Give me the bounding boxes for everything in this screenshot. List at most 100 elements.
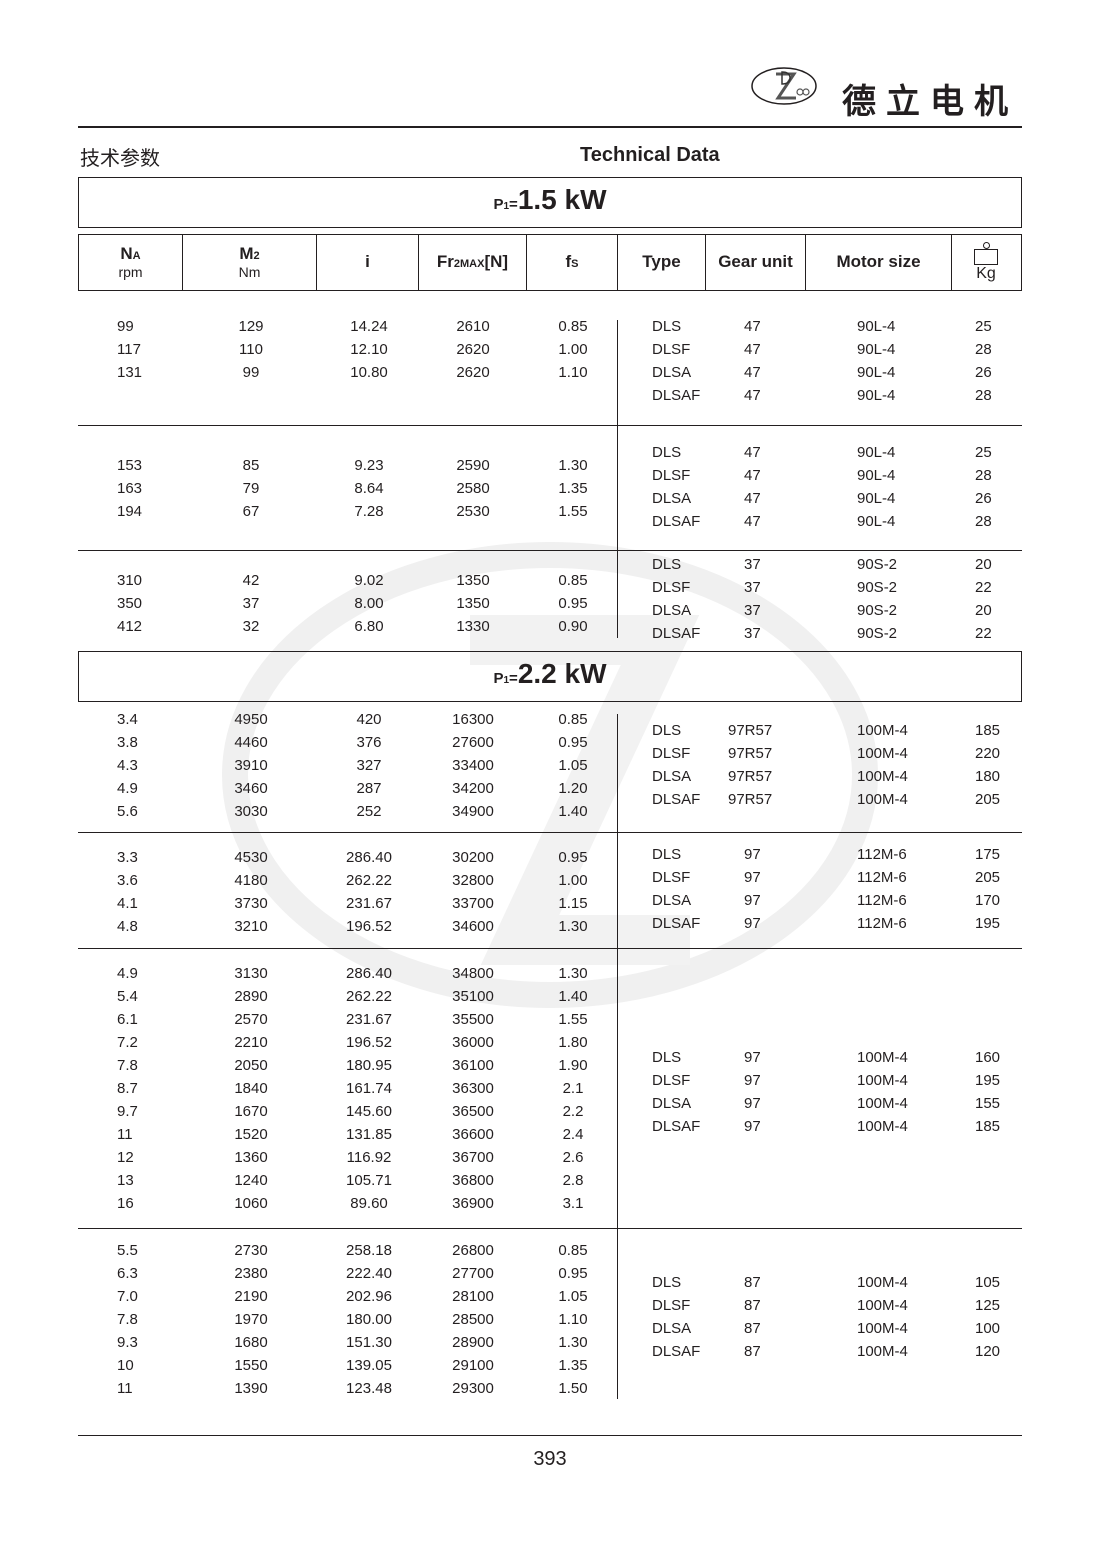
cell-i: 376 — [356, 734, 382, 751]
cell-fs: 1.35 — [558, 1357, 588, 1374]
cell-gear: 37 — [744, 602, 761, 619]
cell-type: DLSF — [652, 467, 691, 484]
cell-fr: 2530 — [456, 503, 490, 520]
cell-gear: 97 — [744, 1095, 761, 1112]
cell-motor: 100M-4 — [857, 1320, 908, 1337]
cell-kg: 20 — [975, 556, 992, 573]
cell-fs: 1.50 — [558, 1380, 588, 1397]
cell-fr: 34800 — [452, 965, 494, 982]
cell-gear: 97 — [744, 892, 761, 909]
cell-kg: 28 — [975, 467, 992, 484]
cell-fr: 36900 — [452, 1195, 494, 1212]
cell-type: DLS — [652, 556, 682, 573]
cell-i: 287 — [356, 780, 382, 797]
cell-gear: 87 — [744, 1343, 761, 1360]
cell-i: 12.10 — [350, 341, 388, 358]
cell-motor: 90L-4 — [857, 318, 896, 335]
cell-type: DLSA — [652, 1320, 692, 1337]
cell-gear: 97 — [744, 1072, 761, 1089]
cell-kg: 185 — [975, 722, 1001, 739]
cell-i: 89.60 — [350, 1195, 388, 1212]
cell-na: 4.1 — [117, 895, 138, 912]
cell-fr: 26800 — [452, 1242, 494, 1259]
cell-fs: 0.85 — [558, 711, 588, 728]
cell-kg: 195 — [975, 1072, 1001, 1089]
cell-i: 8.64 — [354, 480, 384, 497]
cell-fr: 29300 — [452, 1380, 494, 1397]
cell-m2: 2050 — [234, 1057, 268, 1074]
cell-type: DLSA — [652, 892, 692, 909]
cell-fs: 1.30 — [558, 1334, 588, 1351]
cell-m2: 2570 — [234, 1011, 268, 1028]
cell-motor: 90L-4 — [857, 387, 896, 404]
cell-m2: 3210 — [234, 918, 268, 935]
cell-kg: 28 — [975, 341, 992, 358]
cell-m2: 1520 — [234, 1126, 268, 1143]
cell-fr: 34900 — [452, 803, 494, 820]
cell-type: DLSAF — [652, 625, 701, 642]
cell-type: DLSF — [652, 869, 691, 886]
cell-gear: 97R57 — [728, 768, 773, 785]
cell-fs: 1.80 — [558, 1034, 588, 1051]
cell-m2: 2730 — [234, 1242, 268, 1259]
cell-i: 286.40 — [346, 965, 392, 982]
cell-motor: 100M-4 — [857, 1049, 908, 1066]
cell-fs: 1.55 — [558, 1011, 588, 1028]
cell-m2: 1360 — [234, 1149, 268, 1166]
brand-name: 德立电机 — [842, 82, 1018, 122]
cell-motor: 112M-6 — [857, 892, 907, 909]
cell-na: 10 — [117, 1357, 134, 1374]
cell-fs: 1.40 — [558, 803, 588, 820]
cell-i: 262.22 — [346, 872, 392, 889]
cell-na: 117 — [117, 341, 141, 358]
cell-type: DLS — [652, 444, 682, 461]
cell-m2: 110 — [239, 341, 263, 358]
cell-m2: 85 — [242, 457, 260, 474]
cell-na: 7.2 — [117, 1034, 138, 1051]
cell-motor: 100M-4 — [857, 1274, 908, 1291]
cell-type: DLSAF — [652, 513, 701, 530]
cell-na: 7.0 — [117, 1288, 138, 1305]
cell-type: DLSAF — [652, 1343, 701, 1360]
cell-type: DLSA — [652, 602, 692, 619]
cell-fs: 1.30 — [558, 918, 588, 935]
cell-m2: 1670 — [234, 1103, 268, 1120]
cell-motor: 90L-4 — [857, 364, 896, 381]
cell-gear: 47 — [744, 387, 761, 404]
cell-na: 194 — [117, 503, 143, 520]
cell-i: 139.05 — [346, 1357, 392, 1374]
cell-na: 3.8 — [117, 734, 138, 751]
cell-na: 5.4 — [117, 988, 138, 1005]
cell-motor: 100M-4 — [857, 722, 908, 739]
cell-fs: 0.85 — [558, 572, 588, 589]
cell-fs: 0.90 — [558, 618, 588, 635]
cell-fr: 36300 — [452, 1080, 494, 1097]
cell-kg: 220 — [975, 745, 1001, 762]
cell-m2: 3730 — [234, 895, 268, 912]
company-logo — [750, 66, 818, 110]
cell-m2: 1390 — [234, 1380, 268, 1397]
cell-fr: 28900 — [452, 1334, 494, 1351]
cell-m2: 3460 — [234, 780, 268, 797]
cell-m2: 37 — [242, 595, 260, 612]
cell-gear: 97R57 — [728, 745, 773, 762]
cell-gear: 47 — [744, 341, 761, 358]
cell-kg: 25 — [975, 318, 992, 335]
cell-i: 231.67 — [346, 1011, 392, 1028]
cell-fs: 1.30 — [558, 457, 588, 474]
cell-fs: 2.1 — [562, 1080, 584, 1097]
power-title-2: P1=2.2 kW — [493, 658, 607, 689]
cell-na: 4.9 — [117, 780, 138, 797]
cell-kg: 20 — [975, 602, 992, 619]
cell-m2: 2190 — [234, 1288, 268, 1305]
cell-kg: 205 — [975, 869, 1001, 886]
cell-na: 350 — [117, 595, 143, 612]
cell-i: 116.92 — [346, 1149, 392, 1166]
cell-fr: 27600 — [452, 734, 494, 751]
cell-gear: 87 — [744, 1320, 761, 1337]
cell-fs: 1.15 — [558, 895, 588, 912]
cell-m2: 4460 — [234, 734, 268, 751]
cell-kg: 195 — [975, 915, 1001, 932]
cell-fr: 36600 — [452, 1126, 494, 1143]
cell-fr: 2620 — [456, 341, 490, 358]
